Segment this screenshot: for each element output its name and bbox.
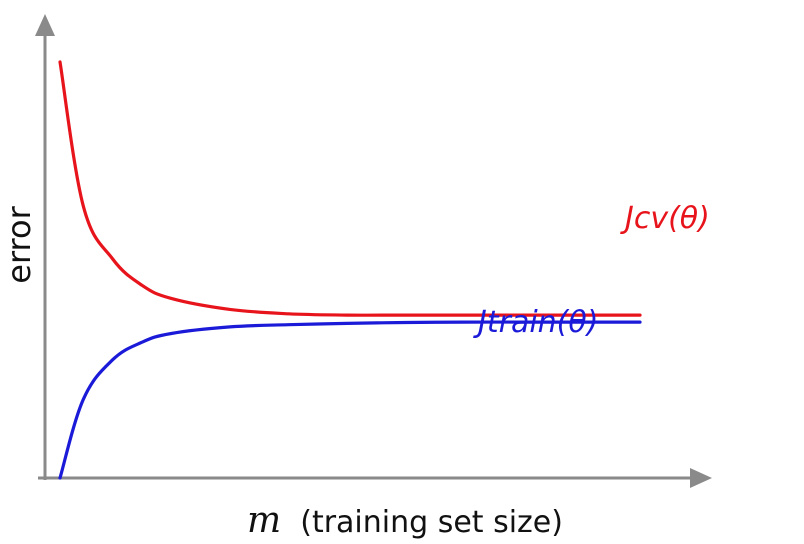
x-axis-arrow <box>690 468 712 488</box>
x-axis-label-variable: m <box>247 500 281 541</box>
series-label-cv: Jcv(θ) <box>620 201 710 236</box>
series-line-cv <box>58 60 642 317</box>
x-axis-label-text: (training set size) <box>300 505 563 540</box>
x-axis-label: m (training set size) <box>247 500 563 541</box>
series-label-train: Jtrain(θ) <box>473 305 598 340</box>
series-layer <box>58 60 642 480</box>
y-axis-arrow <box>35 14 55 36</box>
y-axis-label: error <box>0 205 38 283</box>
series-line-train <box>58 320 642 480</box>
